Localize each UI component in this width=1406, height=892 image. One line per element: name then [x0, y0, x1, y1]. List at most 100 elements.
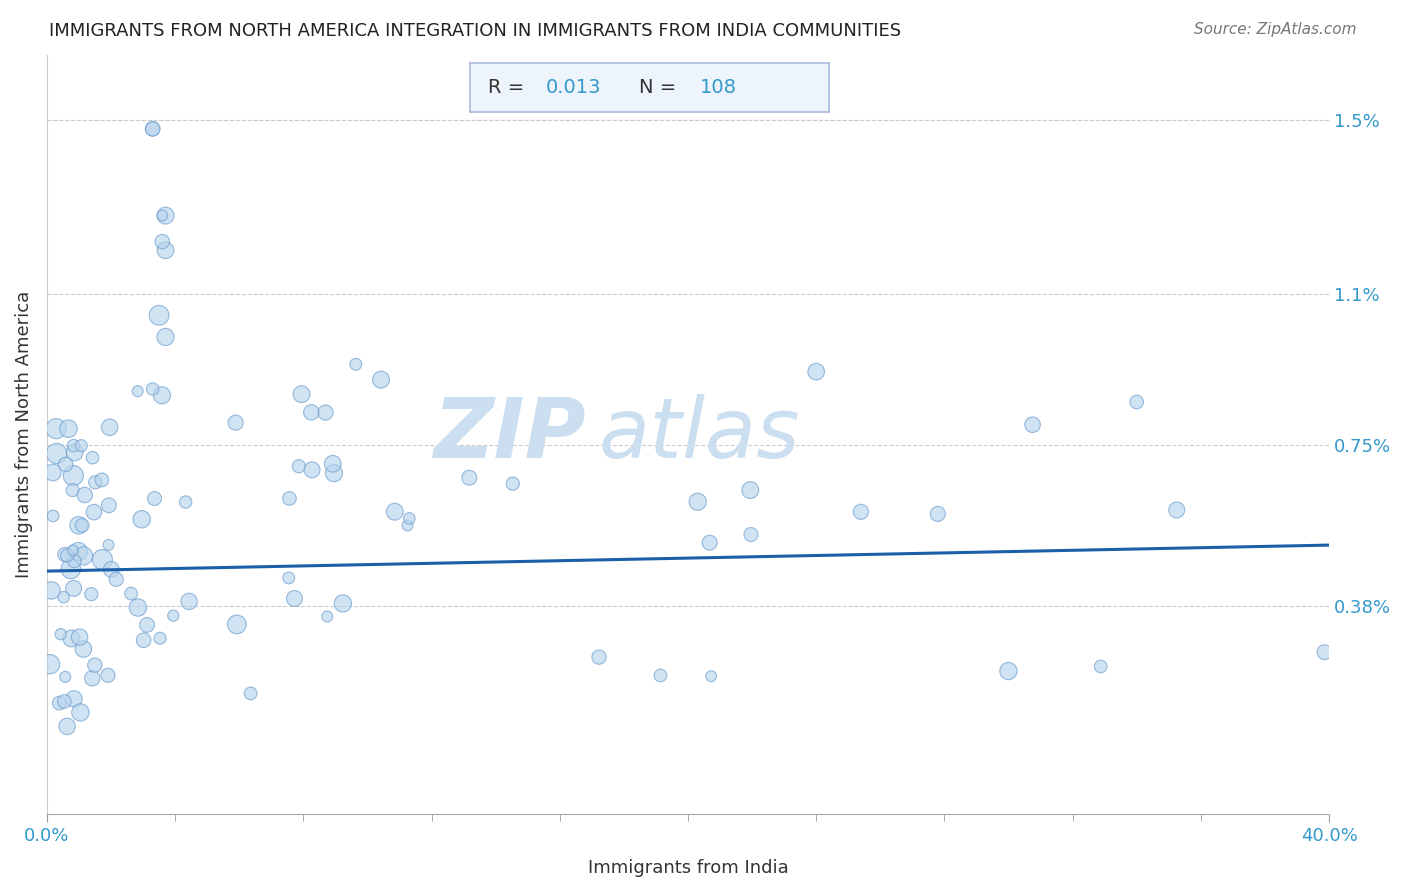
Point [323, 466, 346, 480]
Point [699, 535, 721, 549]
Point [62, 582, 84, 596]
Point [398, 511, 420, 525]
Point [84, 475, 107, 490]
Point [59, 562, 82, 576]
Y-axis label: Immigrants from North America: Immigrants from North America [15, 291, 32, 578]
Point [1021, 417, 1043, 432]
Point [290, 387, 312, 401]
Point [177, 594, 200, 608]
Point [127, 600, 149, 615]
Point [69, 706, 91, 720]
Point [299, 405, 322, 419]
Point [127, 384, 149, 399]
Point [82, 450, 104, 465]
Point [150, 235, 173, 249]
Text: Source: ZipAtlas.com: Source: ZipAtlas.com [1194, 22, 1357, 37]
Point [62, 483, 84, 498]
Point [239, 686, 262, 700]
Point [344, 357, 367, 371]
Point [69, 630, 91, 644]
Point [332, 596, 354, 610]
Point [1090, 659, 1112, 673]
Point [67, 518, 90, 533]
Point [63, 691, 86, 706]
Point [150, 388, 173, 402]
Point [142, 121, 165, 136]
Point [97, 668, 120, 682]
Point [42, 466, 65, 480]
Point [45, 446, 67, 460]
Point [458, 471, 481, 485]
Point [1313, 645, 1336, 659]
Point [41, 583, 63, 598]
Point [80, 587, 103, 601]
Point [155, 330, 177, 344]
Point [155, 209, 177, 223]
Point [148, 308, 170, 322]
Point [53, 670, 76, 684]
Point [316, 609, 339, 624]
Text: IMMIGRANTS FROM NORTH AMERICA INTEGRATION IN IMMIGRANTS FROM INDIA COMMUNITIES: IMMIGRANTS FROM NORTH AMERICA INTEGRATIO… [49, 22, 901, 40]
Point [83, 658, 105, 673]
Point [53, 548, 76, 562]
Point [384, 505, 406, 519]
Point [283, 591, 305, 606]
Point [278, 491, 301, 506]
Point [1166, 503, 1188, 517]
Text: ZIP: ZIP [433, 394, 585, 475]
Point [53, 694, 76, 708]
Point [502, 476, 524, 491]
Point [225, 416, 247, 430]
Point [150, 209, 173, 223]
Point [588, 650, 610, 665]
Point [396, 518, 419, 533]
Point [49, 627, 72, 641]
Point [301, 463, 323, 477]
Point [120, 586, 142, 600]
Point [105, 573, 128, 587]
Point [72, 549, 94, 563]
Point [67, 544, 90, 558]
Point [149, 632, 172, 646]
Text: atlas: atlas [598, 394, 800, 475]
Point [174, 495, 197, 509]
Point [686, 495, 709, 509]
Point [155, 244, 177, 258]
Point [370, 373, 392, 387]
Point [48, 696, 70, 710]
Point [56, 719, 79, 733]
Point [740, 527, 762, 541]
Point [55, 458, 77, 472]
Point [70, 439, 93, 453]
Point [39, 657, 62, 672]
Point [132, 633, 155, 648]
Point [322, 457, 344, 471]
Point [700, 669, 723, 683]
Point [91, 552, 114, 566]
Point [162, 608, 184, 623]
Point [60, 632, 83, 646]
Point [136, 618, 159, 632]
Point [804, 365, 827, 379]
Point [225, 617, 247, 632]
Point [97, 538, 120, 552]
Point [650, 668, 672, 682]
Point [82, 671, 104, 685]
Point [98, 420, 121, 434]
Point [62, 543, 84, 558]
Point [63, 554, 86, 568]
Point [131, 512, 153, 526]
Point [142, 121, 165, 136]
Point [100, 562, 122, 576]
X-axis label: Immigrants from India: Immigrants from India [588, 859, 789, 877]
Point [70, 518, 93, 533]
Point [58, 422, 80, 436]
Point [62, 468, 84, 483]
Point [56, 549, 79, 563]
Point [63, 445, 86, 459]
Point [42, 508, 65, 523]
Point [927, 507, 949, 521]
Point [45, 422, 67, 436]
Point [52, 590, 75, 604]
Point [73, 488, 96, 502]
